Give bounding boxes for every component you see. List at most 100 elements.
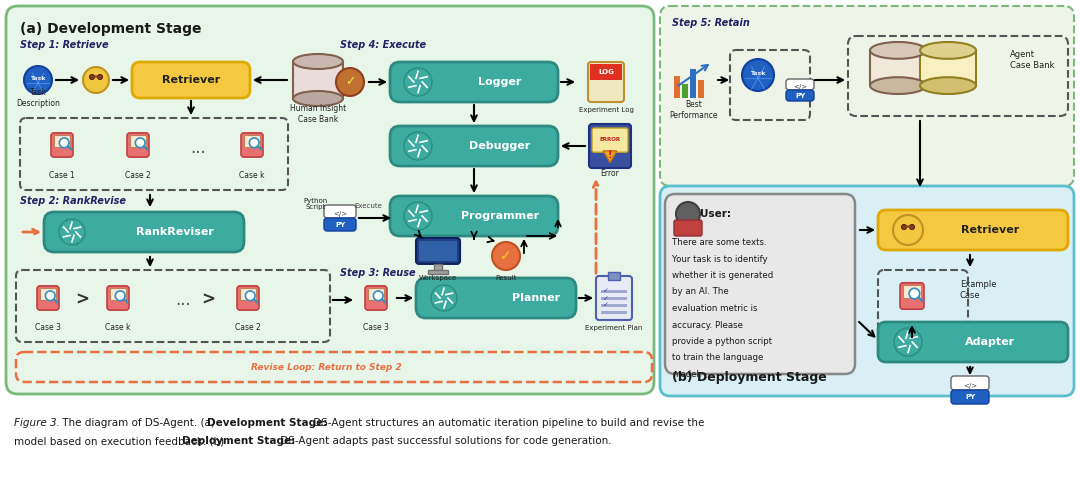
Text: The diagram of DS-Agent. (a): The diagram of DS-Agent. (a) — [59, 418, 218, 428]
Text: Case 3: Case 3 — [363, 323, 389, 332]
Ellipse shape — [870, 77, 926, 94]
Bar — [903, 285, 921, 298]
FancyBboxPatch shape — [132, 62, 249, 98]
Text: ...: ... — [175, 291, 191, 309]
Circle shape — [902, 225, 906, 229]
Text: Programmer: Programmer — [461, 211, 539, 221]
FancyBboxPatch shape — [665, 194, 855, 374]
FancyBboxPatch shape — [127, 133, 149, 157]
Text: Case 1: Case 1 — [49, 171, 75, 180]
Circle shape — [742, 59, 774, 91]
FancyBboxPatch shape — [416, 238, 460, 264]
FancyBboxPatch shape — [588, 62, 624, 102]
Text: Execute: Execute — [354, 203, 382, 209]
Circle shape — [116, 291, 125, 301]
FancyBboxPatch shape — [951, 390, 989, 404]
Circle shape — [431, 285, 457, 311]
FancyBboxPatch shape — [37, 286, 59, 310]
Bar — [244, 135, 260, 147]
Circle shape — [83, 67, 109, 93]
FancyBboxPatch shape — [951, 376, 989, 390]
FancyBboxPatch shape — [786, 79, 814, 90]
FancyBboxPatch shape — [596, 276, 632, 320]
Text: Task: Task — [30, 76, 45, 80]
Ellipse shape — [293, 54, 343, 69]
Text: PY: PY — [335, 221, 346, 228]
Text: Step 4: Execute: Step 4: Execute — [340, 40, 427, 50]
Circle shape — [45, 291, 55, 301]
Text: User:: User: — [700, 209, 731, 219]
Bar — [698, 80, 704, 98]
Text: provide a python script: provide a python script — [672, 337, 772, 346]
Text: PY: PY — [795, 93, 805, 98]
Text: !: ! — [608, 150, 612, 160]
Circle shape — [404, 132, 432, 160]
Circle shape — [374, 291, 383, 301]
Text: PY: PY — [964, 394, 975, 400]
Circle shape — [909, 225, 915, 229]
Text: RankReviser: RankReviser — [136, 227, 214, 237]
Text: ✓: ✓ — [603, 289, 609, 294]
Text: Result: Result — [496, 275, 516, 281]
FancyBboxPatch shape — [6, 6, 654, 394]
FancyBboxPatch shape — [674, 220, 702, 236]
Text: Task
Description: Task Description — [16, 88, 59, 108]
Text: Adapter: Adapter — [964, 337, 1015, 347]
Text: Experiment Log: Experiment Log — [579, 107, 634, 113]
Text: Your task is to identify: Your task is to identify — [672, 254, 768, 263]
FancyBboxPatch shape — [44, 212, 244, 252]
FancyBboxPatch shape — [390, 126, 558, 166]
Text: Case 2: Case 2 — [235, 324, 261, 333]
Bar — [690, 69, 696, 98]
Text: ✓: ✓ — [345, 76, 355, 88]
Text: (b) Deployment Stage: (b) Deployment Stage — [672, 371, 827, 384]
Bar — [600, 304, 627, 307]
Circle shape — [90, 75, 95, 79]
FancyBboxPatch shape — [900, 283, 924, 309]
Text: Best
Performance: Best Performance — [670, 100, 718, 120]
Bar — [674, 76, 680, 98]
Text: Case 2: Case 2 — [125, 171, 151, 180]
Text: ERROR: ERROR — [599, 137, 621, 142]
Circle shape — [894, 328, 922, 356]
Bar — [130, 135, 147, 147]
Text: Workspace: Workspace — [419, 275, 457, 281]
Text: Step 5: Retain: Step 5: Retain — [672, 18, 750, 28]
Text: Logger: Logger — [478, 77, 522, 87]
Ellipse shape — [920, 77, 976, 94]
Text: ✓: ✓ — [500, 249, 512, 263]
Bar — [40, 288, 56, 300]
Text: Case 3: Case 3 — [35, 324, 60, 333]
Ellipse shape — [920, 42, 976, 59]
Bar — [600, 311, 627, 314]
Text: Human Insight
Case Bank: Human Insight Case Bank — [289, 104, 346, 124]
Bar — [293, 62, 343, 98]
Bar — [54, 135, 70, 147]
Text: Task: Task — [751, 70, 766, 76]
Text: </>: </> — [333, 211, 347, 217]
Text: Retriever: Retriever — [961, 225, 1020, 235]
Circle shape — [135, 138, 145, 148]
Circle shape — [336, 68, 364, 96]
Text: Debugger: Debugger — [470, 141, 530, 151]
Circle shape — [249, 138, 259, 148]
FancyBboxPatch shape — [324, 218, 356, 231]
Text: model based on execution feedback. (b): model based on execution feedback. (b) — [14, 436, 228, 446]
Text: ...: ... — [190, 139, 206, 157]
FancyBboxPatch shape — [107, 286, 129, 310]
FancyBboxPatch shape — [51, 133, 73, 157]
Text: evaluation metric is: evaluation metric is — [672, 304, 757, 313]
FancyBboxPatch shape — [786, 90, 814, 101]
FancyBboxPatch shape — [589, 124, 631, 168]
FancyBboxPatch shape — [390, 62, 558, 102]
Text: Step 1: Retrieve: Step 1: Retrieve — [21, 40, 109, 50]
Bar — [870, 50, 926, 86]
Text: to train the language: to train the language — [672, 354, 764, 362]
FancyBboxPatch shape — [390, 196, 558, 236]
Text: </>: </> — [793, 84, 807, 90]
Circle shape — [676, 202, 700, 226]
Bar — [608, 272, 620, 280]
Text: by an AI. The: by an AI. The — [672, 287, 729, 296]
Bar — [920, 50, 976, 86]
Text: Error: Error — [600, 170, 620, 178]
